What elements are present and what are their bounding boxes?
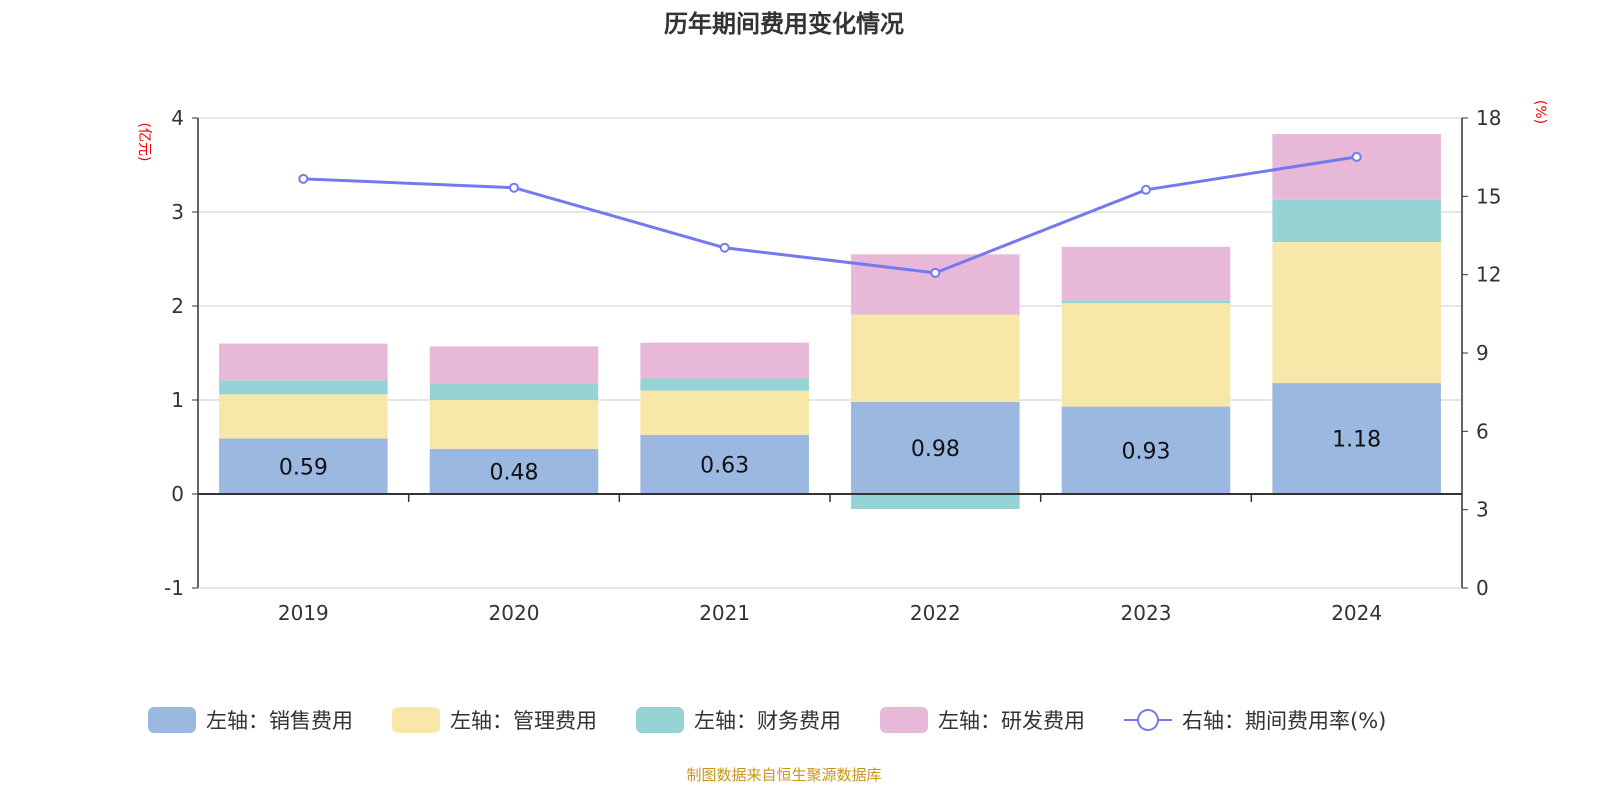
right-axis-unit: (%)	[1532, 100, 1548, 124]
legend-label: 左轴：财务费用	[694, 709, 841, 733]
legend-swatch	[880, 707, 928, 733]
right-tick-label: 0	[1476, 576, 1489, 600]
bar-value-label: 0.59	[279, 455, 328, 480]
left-tick-label: -1	[164, 576, 184, 600]
bar-3-2023	[1061, 300, 1231, 304]
legend-label: 左轴：研发费用	[938, 709, 1085, 733]
left-tick-label: 4	[171, 106, 184, 130]
bar-2-2023	[1061, 303, 1231, 407]
rate-point	[1351, 151, 1362, 162]
bar-1-2023	[1061, 406, 1231, 494]
bar-value-label: 0.48	[490, 460, 539, 485]
left-tick-label: 2	[171, 294, 184, 318]
x-tick-label: 2022	[910, 601, 961, 625]
bar-2-2021	[640, 390, 809, 435]
bar-2-2022	[851, 314, 1020, 402]
left-tick-label: 3	[171, 200, 184, 224]
bar-1-2022	[851, 401, 1020, 494]
bar-value-label: 0.93	[1122, 439, 1171, 464]
bar-4-2023	[1061, 246, 1231, 301]
bar-4-2020	[429, 346, 599, 384]
rate-point	[509, 182, 519, 193]
rate-point	[298, 173, 309, 184]
bar-1-2019	[219, 438, 388, 494]
left-tick-label: 1	[171, 388, 184, 412]
right-tick-label: 15	[1476, 184, 1501, 208]
right-tick-label: 9	[1476, 341, 1489, 365]
bar-value-label: 0.98	[911, 437, 960, 462]
bar-3-2019	[219, 380, 388, 395]
x-tick-label: 2019	[278, 601, 329, 625]
bar-2-2020	[429, 400, 599, 449]
rate-point	[1141, 184, 1151, 195]
legend-circle-icon	[1137, 709, 1159, 731]
bar-2-2019	[219, 394, 388, 439]
bar-1-2024	[1272, 383, 1441, 494]
legend-label: 左轴：销售费用	[206, 709, 353, 733]
right-tick-label: 6	[1476, 419, 1489, 443]
legend-label: 右轴：期间费用率(%)	[1182, 709, 1386, 733]
bar-4-2019	[219, 343, 388, 381]
legend-swatch	[636, 707, 684, 733]
left-axis-unit: (亿元)	[136, 123, 152, 162]
x-tick-label: 2023	[1121, 601, 1172, 625]
bar-value-label: 1.18	[1332, 428, 1381, 453]
source-note: 制图数据来自恒生聚源数据库	[686, 766, 881, 784]
legend-swatch	[392, 707, 440, 733]
x-tick-label: 2021	[699, 601, 750, 625]
chart-title: 历年期间费用变化情况	[664, 10, 904, 38]
x-tick-label: 2024	[1331, 601, 1382, 625]
rate-point	[930, 267, 941, 278]
rate-line	[303, 155, 1357, 275]
bar-3-2020	[429, 383, 599, 400]
bar-3-2022	[851, 494, 1020, 510]
bar-4-2021	[640, 342, 809, 379]
legend-swatch	[148, 707, 196, 733]
bar-1-2021	[640, 434, 809, 494]
left-tick-label: 0	[171, 482, 184, 506]
legend-label: 左轴：管理费用	[450, 709, 597, 733]
bar-value-label: 0.63	[700, 453, 749, 478]
right-tick-label: 3	[1476, 498, 1489, 522]
right-tick-label: 18	[1476, 106, 1501, 130]
bar-3-2024	[1272, 199, 1441, 243]
bar-3-2021	[640, 378, 809, 391]
bar-2-2024	[1272, 242, 1441, 384]
rate-point	[719, 242, 730, 253]
x-tick-label: 2020	[489, 601, 540, 625]
right-tick-label: 12	[1476, 263, 1501, 287]
bar-1-2020	[429, 448, 599, 494]
bar-4-2022	[851, 254, 1020, 315]
